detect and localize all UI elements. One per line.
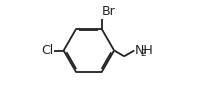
Text: Cl: Cl <box>41 44 53 57</box>
Text: NH: NH <box>135 44 154 57</box>
Text: 2: 2 <box>140 49 146 58</box>
Text: Br: Br <box>102 5 116 18</box>
